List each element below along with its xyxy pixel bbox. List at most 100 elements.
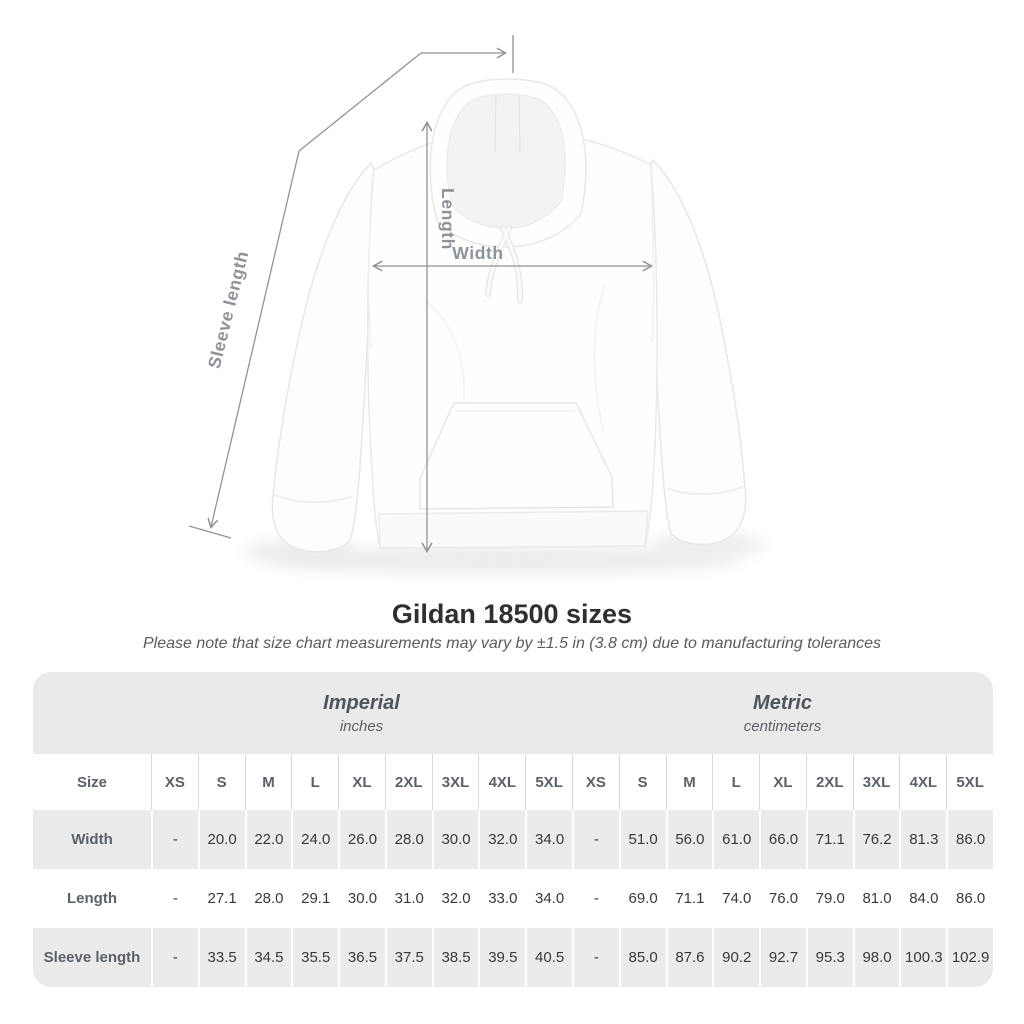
size-header-cell: XS <box>151 754 198 810</box>
sleeve-length-label: Sleeve length <box>204 249 253 371</box>
width-label: Width <box>452 243 503 263</box>
size-header-cell: 3XL <box>431 754 479 810</box>
row-label: Length <box>33 869 151 928</box>
value-cell: - <box>572 928 619 987</box>
value-cell: 102.9 <box>946 928 993 987</box>
value-cell: 90.2 <box>712 928 760 987</box>
value-cell: 38.5 <box>431 928 479 987</box>
value-cell: 86.0 <box>946 810 993 869</box>
value-cell: 84.0 <box>899 869 947 928</box>
value-cell: 95.3 <box>805 928 853 987</box>
value-cell: 31.0 <box>384 869 432 928</box>
metric-group-header: Metric centimeters <box>572 672 993 754</box>
value-cell: 26.0 <box>338 810 385 869</box>
size-header-cell: L <box>291 754 339 810</box>
hoodie-left-sleeve <box>271 161 375 553</box>
value-cell: 40.5 <box>525 928 572 987</box>
hoodie-right-sleeve <box>648 158 747 546</box>
metric-unit: centimeters <box>743 717 822 735</box>
value-cell: 86.0 <box>946 869 993 928</box>
unit-group-band: Imperial inches Metric centimeters <box>33 672 993 754</box>
value-cell: 34.0 <box>525 810 572 869</box>
imperial-group-header: Imperial inches <box>151 672 572 754</box>
size-header-cell: 5XL <box>525 754 572 810</box>
value-cell: 98.0 <box>852 928 900 987</box>
size-column-header: Size <box>33 754 151 810</box>
metric-label: Metric <box>753 691 812 714</box>
size-header-cell: 3XL <box>852 754 900 810</box>
value-cell: - <box>151 869 198 928</box>
value-cell: 76.0 <box>759 869 806 928</box>
value-cell: 71.1 <box>665 869 713 928</box>
size-header-cell: M <box>244 754 292 810</box>
row-label: Width <box>33 810 151 869</box>
size-header-cell: 4XL <box>478 754 526 810</box>
value-cell: 32.0 <box>478 810 526 869</box>
size-header-cell: M <box>665 754 713 810</box>
value-cell: 20.0 <box>197 810 245 869</box>
size-header-cell: L <box>712 754 760 810</box>
value-cell: 66.0 <box>759 810 806 869</box>
value-cell: 28.0 <box>244 869 292 928</box>
value-cell: 22.0 <box>244 810 292 869</box>
value-cell: 28.0 <box>384 810 432 869</box>
value-cell: 35.5 <box>291 928 339 987</box>
value-cell: 56.0 <box>665 810 713 869</box>
size-header-cell: XL <box>338 754 385 810</box>
tolerance-note: Please note that size chart measurements… <box>142 635 882 652</box>
imperial-unit: inches <box>339 717 384 735</box>
value-cell: 30.0 <box>431 810 479 869</box>
value-cell: 37.5 <box>384 928 432 987</box>
page-title: Gildan 18500 sizes <box>391 599 633 629</box>
size-table: Imperial inches Metric centimeters Size … <box>33 672 993 987</box>
sleeve-length-line <box>188 35 514 539</box>
value-cell: 100.3 <box>899 928 947 987</box>
value-cell: 74.0 <box>712 869 760 928</box>
kangaroo-pocket <box>419 402 614 510</box>
hood-lining <box>446 93 566 229</box>
value-cell: 34.5 <box>244 928 292 987</box>
value-cell: 79.0 <box>805 869 853 928</box>
value-cell: 36.5 <box>338 928 385 987</box>
value-cell: - <box>572 810 619 869</box>
size-header-cell: 2XL <box>384 754 432 810</box>
imperial-label: Imperial <box>323 691 400 714</box>
value-cell: - <box>572 869 619 928</box>
value-cell: 85.0 <box>618 928 666 987</box>
value-cell: 33.0 <box>478 869 526 928</box>
size-header-cell: 2XL <box>805 754 853 810</box>
size-header-cell: XS <box>572 754 619 810</box>
value-cell: 87.6 <box>665 928 713 987</box>
value-cell: 81.3 <box>899 810 947 869</box>
size-header-cell: XL <box>759 754 806 810</box>
right-cuff-seam <box>666 485 745 495</box>
hood-panel-seams <box>494 94 521 153</box>
side-seams <box>368 173 655 349</box>
value-cell: 34.0 <box>525 869 572 928</box>
length-label: Length <box>438 188 458 250</box>
value-cell: 24.0 <box>291 810 339 869</box>
value-cell: 32.0 <box>431 869 479 928</box>
size-header-cell: 5XL <box>946 754 993 810</box>
value-cell: 81.0 <box>852 869 900 928</box>
value-cell: - <box>151 810 198 869</box>
size-header-cell: 4XL <box>899 754 947 810</box>
size-header-cell: S <box>197 754 245 810</box>
row-label: Sleeve length <box>33 928 151 987</box>
value-cell: 29.1 <box>291 869 339 928</box>
left-cuff-seam <box>272 493 353 503</box>
value-cell: 30.0 <box>338 869 385 928</box>
value-cell: 51.0 <box>618 810 666 869</box>
value-cell: 76.2 <box>852 810 900 869</box>
value-cell: 71.1 <box>805 810 853 869</box>
hem-ribbing <box>378 510 649 549</box>
hoodie-shadow <box>242 534 766 574</box>
hoodie-illustration: Width Length Sleeve length <box>188 35 766 574</box>
value-cell: 39.5 <box>478 928 526 987</box>
value-cell: 92.7 <box>759 928 806 987</box>
value-cell: - <box>151 928 198 987</box>
value-cell: 33.5 <box>197 928 245 987</box>
size-grid: Size XS S M L XL 2XL 3XL 4XL 5XL XS S M … <box>33 754 993 987</box>
value-cell: 69.0 <box>618 869 666 928</box>
